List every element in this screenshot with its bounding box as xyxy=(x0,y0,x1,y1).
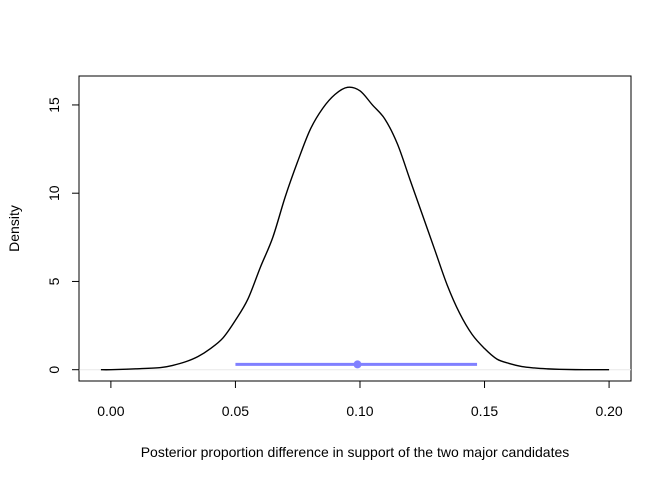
x-tick-label: 0.00 xyxy=(97,403,124,419)
x-tick-label: 0.05 xyxy=(222,403,249,419)
y-tick-label: 0 xyxy=(46,366,62,374)
y-axis: 0 5 10 15 xyxy=(46,97,80,374)
y-tick-label: 10 xyxy=(46,185,62,201)
x-tick-label: 0.20 xyxy=(595,403,622,419)
x-tick-label: 0.15 xyxy=(471,403,498,419)
density-curve xyxy=(100,86,610,371)
plot-frame xyxy=(78,75,632,382)
y-axis-title: Density xyxy=(6,205,22,252)
x-tick-label: 0.10 xyxy=(346,403,373,419)
y-tick-label: 15 xyxy=(46,97,62,113)
y-tick-label: 5 xyxy=(46,277,62,285)
x-axis-title: Posterior proportion difference in suppo… xyxy=(141,444,570,460)
posterior-point-estimate xyxy=(353,360,362,369)
x-axis: 0.00 0.05 0.10 0.15 0.20 xyxy=(97,380,623,419)
